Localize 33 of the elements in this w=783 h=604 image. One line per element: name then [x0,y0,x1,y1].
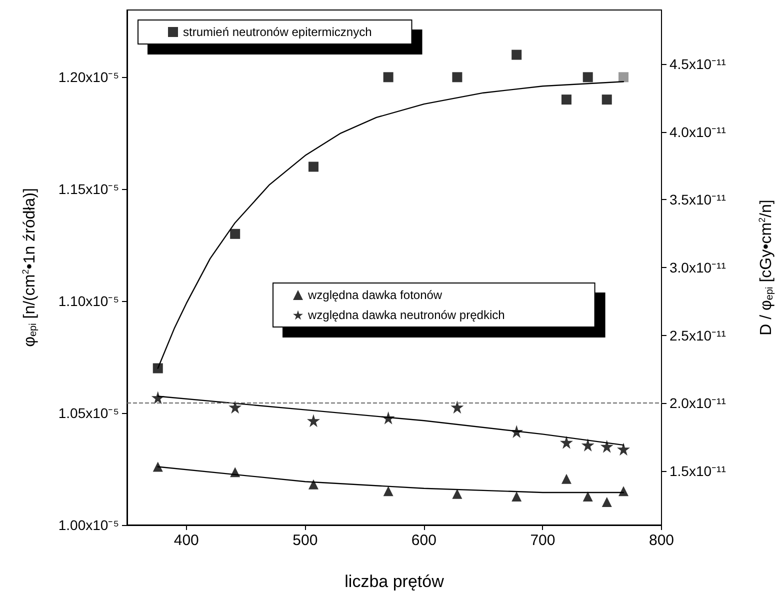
x-tick-label: 400 [174,532,199,549]
x-tick-label: 800 [648,532,674,549]
y-tick-label: 1.00x10⁻⁵ [58,517,119,533]
point [230,228,240,239]
y2-tick-label: 4.0x10⁻¹¹ [670,124,726,140]
y2-tick-label: 3.0x10⁻¹¹ [670,260,726,276]
y-tick-label: 1.10x10⁻⁵ [58,293,119,310]
y-axis-title: φepi [n/(cm2•1n źródła)] [20,188,39,347]
y2-tick-label: 4.5x10⁻¹¹ [670,56,726,72]
y2-tick-label: 3.5x10⁻¹¹ [670,192,726,208]
point [602,94,612,105]
point [152,363,163,374]
x-tick-label: 600 [411,532,436,549]
point [383,72,394,82]
y-tick-label: 1.05x10⁻⁵ [58,405,119,422]
x-axis-title: liczba prętów [344,572,445,591]
point [512,50,522,60]
legend-label: strumień neutronów epitermicznych [183,25,372,39]
y-tick-label: 1.15x10⁻⁵ [58,181,119,198]
y2-tick-label: 1.5x10⁻¹¹ [670,462,726,479]
point [618,72,628,82]
x-tick-label: 500 [292,532,318,549]
point [452,72,462,82]
y2-tick-label: 2.5x10⁻¹¹ [670,327,726,344]
point [582,72,593,82]
point [308,162,318,172]
legend-label: względna dawka neutronów prędkich [307,308,505,322]
point [561,94,572,105]
y2-tick-label: 2.0x10⁻¹¹ [670,395,726,412]
legend-label: względna dawka fotonów [307,288,442,302]
x-tick-label: 700 [530,532,556,549]
y2-axis-title: D / φepi [cGy•cm2/n] [757,200,776,336]
y-tick-label: 1.20x10⁻⁵ [58,69,119,86]
